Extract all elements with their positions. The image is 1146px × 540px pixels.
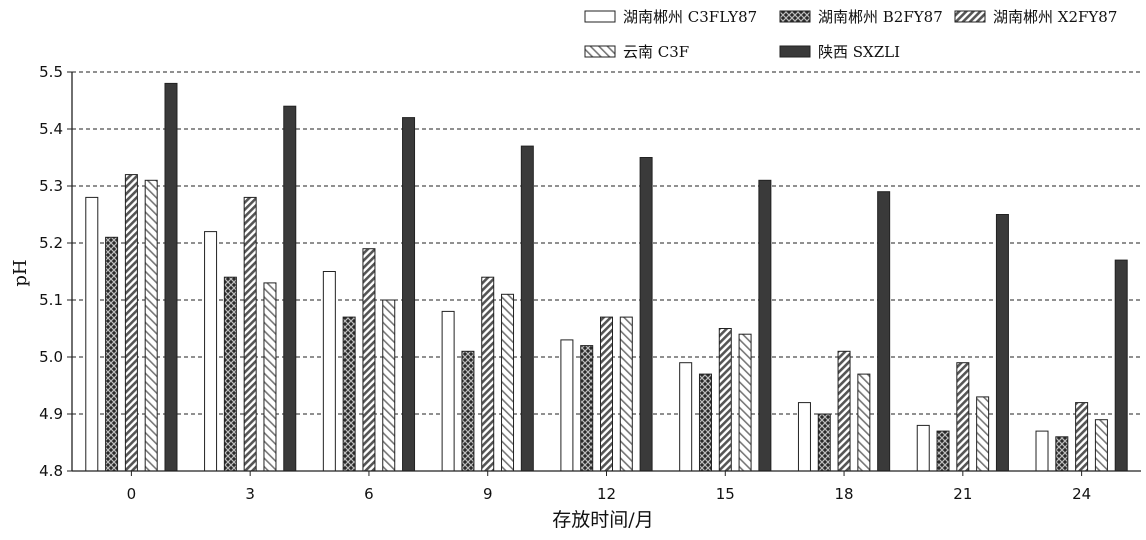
legend-label-4: 云南 C3F — [623, 43, 689, 61]
bar-1-6 — [322, 271, 336, 472]
legend-label-2: 湖南郴州 B2FY87 — [818, 8, 943, 26]
bar-2-21 — [936, 430, 950, 472]
y-tick-label: 5.5 — [39, 63, 63, 81]
bar-5-24 — [1114, 259, 1128, 472]
legend-swatch-4 — [584, 45, 616, 58]
bar-1-18 — [797, 402, 811, 472]
legend-swatch-5 — [779, 45, 811, 58]
legend-label-3: 湖南郴州 X2FY87 — [993, 8, 1117, 26]
x-tick-label: 21 — [953, 485, 972, 503]
bar-5-9 — [520, 145, 534, 472]
bar-4-18 — [857, 373, 871, 472]
bar-3-0 — [124, 174, 138, 472]
y-tick-label: 5.1 — [39, 291, 63, 309]
bar-3-3 — [243, 196, 257, 472]
bar-4-24 — [1094, 419, 1108, 472]
x-tick-label: 15 — [716, 485, 735, 503]
bar-2-6 — [342, 316, 356, 472]
bar-3-24 — [1075, 402, 1089, 472]
bar-3-21 — [956, 362, 970, 472]
bar-1-12 — [560, 339, 574, 472]
bar-4-9 — [501, 293, 515, 472]
bar-3-15 — [718, 328, 732, 472]
bar-4-3 — [263, 282, 277, 472]
y-tick-label: 5.3 — [39, 177, 63, 195]
x-tick-label: 18 — [835, 485, 854, 503]
bar-3-18 — [837, 350, 851, 472]
bar-3-12 — [600, 316, 613, 472]
bar-1-3 — [204, 231, 218, 472]
legend: 湖南郴州 C3FLY87 湖南郴州 B2FY87 湖南郴州 X2FY87 云南 C3F… — [584, 8, 1117, 61]
y-tick-label: 5.4 — [39, 120, 63, 138]
bar-2-9 — [461, 350, 475, 472]
bar-1-0 — [85, 196, 99, 472]
x-tick-label: 6 — [364, 485, 374, 503]
x-tick-label: 9 — [483, 485, 493, 503]
bar-4-0 — [144, 179, 158, 472]
bar-2-0 — [105, 236, 119, 472]
x-tick-label: 12 — [597, 485, 616, 503]
bar-4-21 — [976, 396, 990, 472]
x-tick-label: 24 — [1072, 485, 1091, 503]
bar-1-21 — [916, 424, 930, 472]
bar-4-12 — [619, 316, 633, 472]
bar-1-15 — [679, 362, 693, 472]
bar-4-6 — [382, 299, 396, 472]
y-tick-labels: 4.8 4.9 5.0 5.1 5.2 5.3 5.4 5.5 — [39, 63, 72, 480]
bar-5-0 — [164, 82, 178, 472]
bar-1-24 — [1035, 430, 1049, 472]
x-axis-label: 存放时间/月 — [552, 509, 653, 531]
y-tick-label: 4.9 — [39, 405, 63, 423]
bar-2-24 — [1055, 436, 1069, 472]
y-axis-label: pH — [10, 259, 31, 286]
y-tick-label: 4.8 — [39, 462, 63, 480]
legend-swatch-2 — [779, 10, 811, 23]
y-tick-label: 5.2 — [39, 234, 63, 252]
bar-4-15 — [738, 333, 752, 472]
bar-2-18 — [817, 413, 831, 472]
bar-2-12 — [580, 345, 594, 472]
bars — [85, 82, 1128, 472]
legend-swatch-3 — [954, 10, 986, 23]
bar-5-12 — [639, 157, 653, 472]
legend-label-5: 陕西 SXZLI — [818, 43, 900, 61]
legend-label-1: 湖南郴州 C3FLY87 — [623, 8, 757, 26]
x-tick-labels: 0 3 6 9 12 15 18 21 24 — [127, 471, 1091, 503]
bar-3-9 — [481, 276, 495, 472]
y-tick-label: 5.0 — [39, 348, 63, 366]
bar-5-3 — [283, 105, 297, 472]
bar-3-6 — [362, 248, 376, 472]
bar-5-15 — [758, 179, 772, 472]
bar-2-15 — [698, 373, 712, 472]
bar-5-6 — [402, 117, 416, 472]
x-tick-label: 0 — [127, 485, 137, 503]
bar-5-18 — [877, 191, 891, 472]
bar-5-21 — [995, 214, 1009, 472]
bar-2-3 — [223, 276, 237, 472]
bar-1-9 — [441, 310, 455, 472]
x-tick-label: 3 — [245, 485, 255, 503]
legend-swatch-1 — [584, 10, 616, 23]
